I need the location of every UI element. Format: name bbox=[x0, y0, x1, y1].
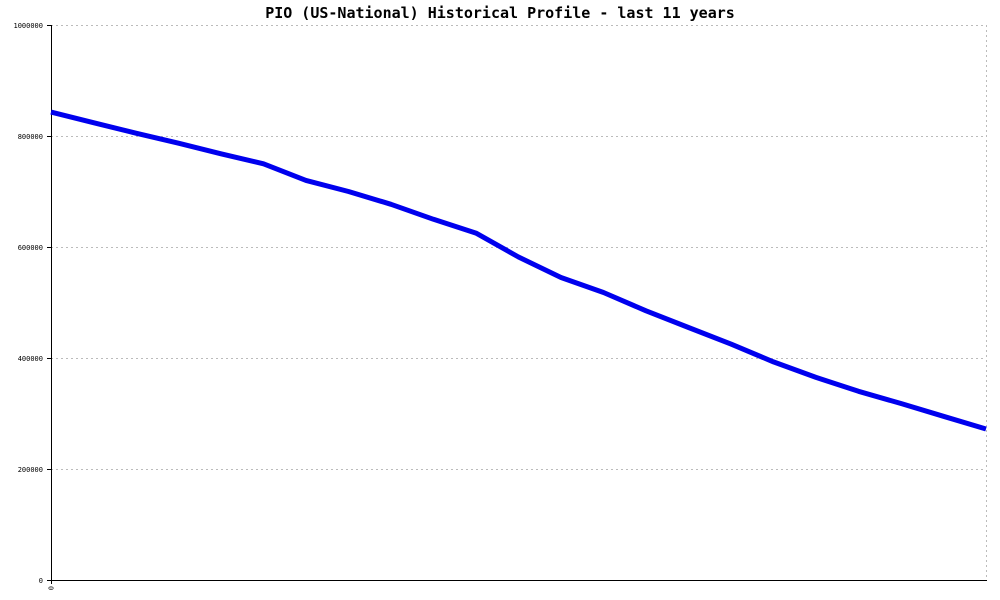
x-tick-label: 0 bbox=[48, 586, 56, 590]
series-layer bbox=[50, 109, 987, 432]
y-tick-label: 400000 bbox=[18, 355, 43, 363]
y-tick-label: 200000 bbox=[18, 466, 43, 474]
axes bbox=[47, 25, 987, 584]
x-tick-labels: 0 bbox=[48, 586, 56, 590]
y-tick-labels: 0 200000 400000 600000 800000 1000000 bbox=[13, 22, 43, 585]
y-tick-label: 1000000 bbox=[13, 22, 43, 30]
y-tick-label: 600000 bbox=[18, 244, 43, 252]
chart-title: PIO (US-National) Historical Profile - l… bbox=[265, 4, 735, 22]
y-tick-label: 800000 bbox=[18, 133, 43, 141]
y-tick-label: 0 bbox=[39, 577, 43, 585]
gridlines bbox=[51, 25, 987, 580]
series-line bbox=[50, 109, 987, 432]
